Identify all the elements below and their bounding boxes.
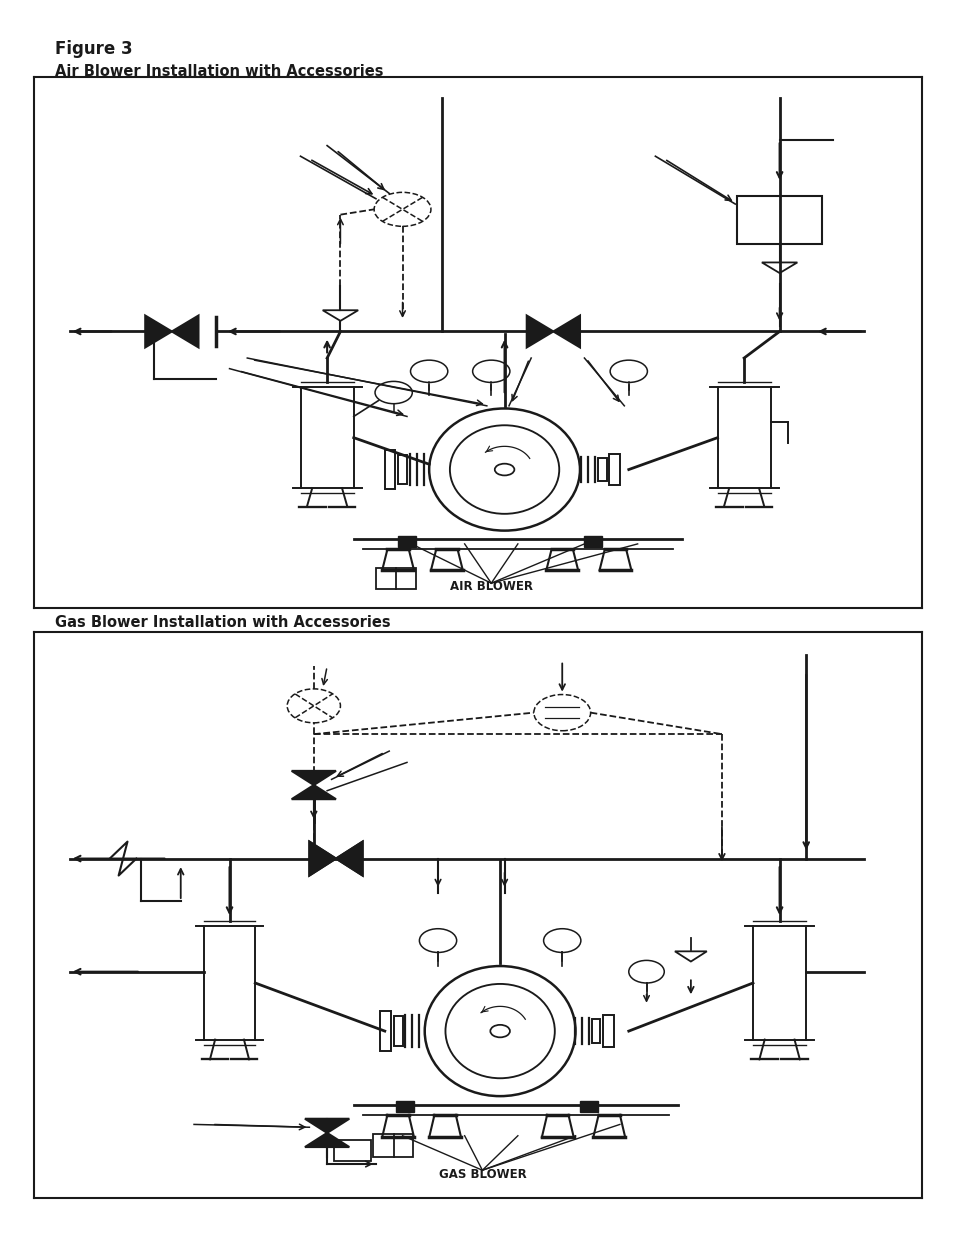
Bar bbox=[394, 1016, 402, 1046]
Text: AIR BLOWER: AIR BLOWER bbox=[449, 580, 532, 593]
Bar bbox=[397, 454, 407, 484]
Polygon shape bbox=[526, 316, 553, 347]
Bar bbox=[737, 196, 821, 243]
Polygon shape bbox=[309, 841, 335, 876]
Polygon shape bbox=[292, 771, 335, 785]
Polygon shape bbox=[335, 841, 362, 876]
Bar bbox=[375, 568, 416, 589]
Bar bbox=[584, 536, 601, 547]
Polygon shape bbox=[335, 841, 362, 876]
Text: GAS BLOWER: GAS BLOWER bbox=[438, 1168, 526, 1181]
Polygon shape bbox=[305, 1132, 349, 1147]
Bar bbox=[579, 1100, 598, 1112]
Polygon shape bbox=[309, 841, 335, 876]
Polygon shape bbox=[305, 1119, 349, 1132]
Text: Gas Blower Installation with Accessories: Gas Blower Installation with Accessories bbox=[55, 615, 391, 630]
Bar bbox=[373, 1134, 413, 1157]
Polygon shape bbox=[172, 316, 198, 347]
Bar bbox=[395, 1100, 414, 1112]
Bar bbox=[602, 1015, 613, 1047]
Text: Air Blower Installation with Accessories: Air Blower Installation with Accessories bbox=[55, 64, 383, 79]
Bar bbox=[609, 453, 619, 485]
Text: Figure 3: Figure 3 bbox=[55, 40, 132, 58]
Polygon shape bbox=[292, 785, 335, 799]
Bar bbox=[598, 458, 606, 482]
Bar bbox=[591, 1019, 599, 1044]
Bar bbox=[397, 536, 416, 547]
Bar bbox=[384, 450, 395, 489]
Bar bbox=[380, 1011, 391, 1051]
Polygon shape bbox=[553, 316, 579, 347]
Bar bbox=[334, 1140, 371, 1161]
Polygon shape bbox=[145, 316, 172, 347]
